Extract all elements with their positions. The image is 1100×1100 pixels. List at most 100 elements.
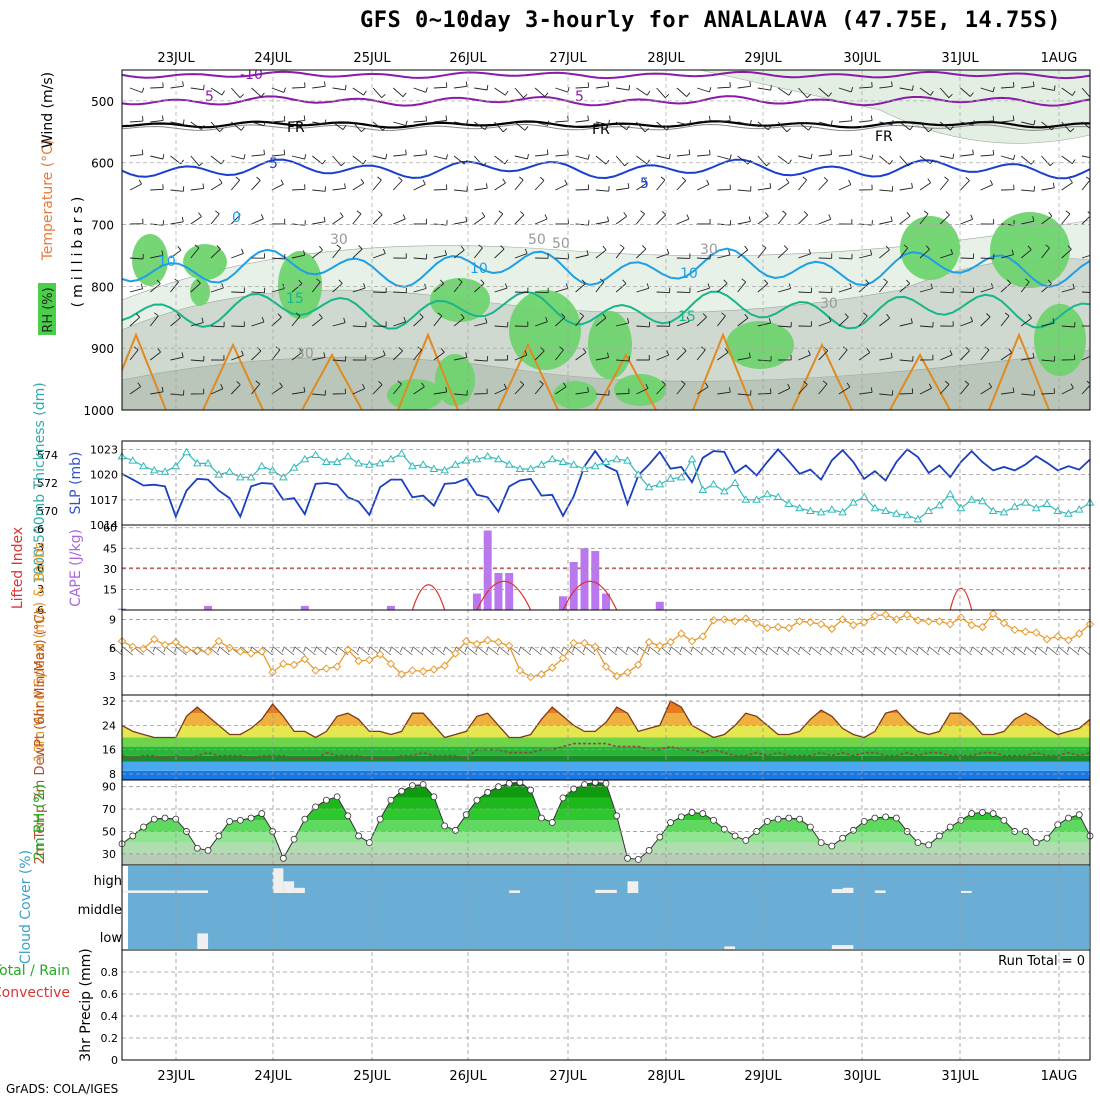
rh-tick: 50 bbox=[102, 825, 116, 838]
thickness-marker bbox=[827, 505, 837, 513]
wind-speed-marker bbox=[677, 629, 686, 638]
rh-marker bbox=[656, 833, 664, 841]
thickness-marker bbox=[590, 461, 600, 470]
li-axis-label: Lifted Index bbox=[10, 527, 26, 609]
ua-tick-label: 600 bbox=[91, 157, 114, 171]
rh-marker bbox=[720, 825, 728, 833]
wind-speed-marker bbox=[279, 659, 288, 669]
high-cloud-block bbox=[122, 890, 209, 893]
wind-speed-marker bbox=[741, 614, 751, 623]
rh-tick: 90 bbox=[102, 781, 116, 794]
rh-marker bbox=[236, 816, 244, 824]
surface-wind-barbs bbox=[109, 646, 1091, 656]
thickness-marker bbox=[569, 460, 579, 468]
cloud-level-label: middle bbox=[78, 903, 122, 918]
x-date-label-bottom: 24JUL bbox=[254, 1069, 292, 1084]
x-date-label-top: 23JUL bbox=[157, 51, 195, 66]
temp-tick: 16 bbox=[102, 744, 116, 757]
wind-speed-marker bbox=[773, 622, 783, 632]
rh-marker bbox=[204, 847, 212, 854]
thickness-marker bbox=[526, 464, 536, 472]
li-tick: -6 bbox=[33, 523, 44, 536]
rh-marker bbox=[527, 786, 535, 794]
x-date-label-bottom: 25JUL bbox=[353, 1069, 391, 1084]
contour-label: 5 bbox=[269, 156, 278, 172]
rh-marker bbox=[742, 836, 750, 844]
thickness-marker bbox=[709, 479, 718, 488]
page-title: GFS 0~10day 3-hourly for ANALALAVA (47.7… bbox=[360, 8, 1062, 33]
rh-tick: 30 bbox=[102, 848, 116, 861]
slp-tick: 1014 bbox=[90, 519, 118, 532]
temp-band bbox=[122, 770, 1090, 780]
rh-marker bbox=[968, 810, 976, 817]
wind-speed-marker bbox=[236, 647, 245, 656]
rh-shade-3 bbox=[699, 70, 1090, 144]
thickness-marker bbox=[924, 506, 934, 514]
precip-tick: 0.6 bbox=[101, 988, 119, 1001]
rh-marker bbox=[817, 839, 825, 847]
run-total-label: Run Total = 0 bbox=[998, 954, 1085, 969]
rh-marker bbox=[516, 778, 524, 786]
rh-marker bbox=[634, 856, 642, 863]
contour-label: 30 bbox=[820, 296, 838, 312]
x-date-label-bottom: 23JUL bbox=[157, 1069, 195, 1084]
contour-label: 50 bbox=[528, 232, 546, 248]
wind-speed-marker bbox=[526, 672, 535, 682]
freezing-level-line-2 bbox=[122, 123, 1090, 132]
wind-speed-marker bbox=[300, 654, 310, 664]
thickness-marker bbox=[988, 506, 998, 514]
wind-speed-marker bbox=[666, 637, 675, 647]
thickness-marker bbox=[612, 454, 622, 463]
rh-marker bbox=[570, 785, 578, 793]
contour-label: 15 bbox=[286, 291, 304, 307]
isotherm-minus5 bbox=[122, 95, 1090, 107]
thickness-marker bbox=[1031, 503, 1041, 512]
rh-marker bbox=[505, 779, 513, 787]
x-date-label-top: 25JUL bbox=[353, 51, 391, 66]
x-date-label-top: 30JUL bbox=[843, 51, 881, 66]
cape-bar bbox=[300, 605, 309, 610]
thickness-marker bbox=[741, 495, 751, 503]
rh-marker bbox=[312, 803, 320, 811]
wind-speed-marker bbox=[1021, 627, 1030, 636]
rh-marker bbox=[828, 842, 836, 850]
contour-label: 5 bbox=[205, 89, 214, 105]
wind-speed-marker bbox=[913, 616, 923, 625]
cape-tick: 15 bbox=[103, 583, 117, 596]
rh-marker bbox=[710, 816, 717, 824]
contour-label: 50 bbox=[552, 236, 570, 252]
rh-marker bbox=[602, 779, 610, 787]
ua-tick-label: 900 bbox=[91, 342, 114, 356]
cape-tick: 60 bbox=[103, 522, 117, 535]
wind-speed-marker bbox=[548, 663, 557, 672]
wind-speed-marker bbox=[945, 619, 955, 629]
precip-tick: 0.8 bbox=[101, 966, 119, 979]
wind-speed-marker bbox=[838, 615, 847, 624]
thickness-marker bbox=[397, 449, 407, 457]
thickness-marker bbox=[773, 492, 783, 500]
wind-speed-marker bbox=[967, 620, 976, 630]
cape-bar bbox=[505, 572, 514, 610]
rh-marker bbox=[301, 815, 309, 823]
rh-green-14 bbox=[435, 354, 475, 406]
wind-speed-marker bbox=[870, 611, 880, 620]
thickness-marker bbox=[999, 507, 1009, 516]
contour-label: FR bbox=[875, 129, 893, 145]
rh-marker bbox=[1043, 834, 1051, 842]
temperature-line bbox=[121, 700, 1091, 739]
x-date-label-top: 28JUL bbox=[647, 51, 685, 66]
rh-marker bbox=[548, 819, 556, 826]
x-date-label-top: 26JUL bbox=[449, 51, 487, 66]
contour-label: 10 bbox=[158, 254, 176, 270]
rh-green-12 bbox=[553, 381, 597, 409]
high-cloud-block bbox=[842, 887, 854, 893]
freezing-level-line bbox=[122, 120, 1090, 129]
thickness-axis-label: 1000-500mb Thickness (dm) bbox=[32, 382, 48, 583]
ua-tick-label: 700 bbox=[91, 219, 114, 233]
lifted-index-curve bbox=[562, 580, 618, 611]
rh-marker bbox=[355, 832, 363, 840]
thickness-marker bbox=[537, 460, 546, 468]
cloud-background bbox=[128, 866, 1089, 949]
rh-marker bbox=[763, 817, 771, 825]
wind-upper-label: Wind (m/s) bbox=[40, 72, 56, 148]
